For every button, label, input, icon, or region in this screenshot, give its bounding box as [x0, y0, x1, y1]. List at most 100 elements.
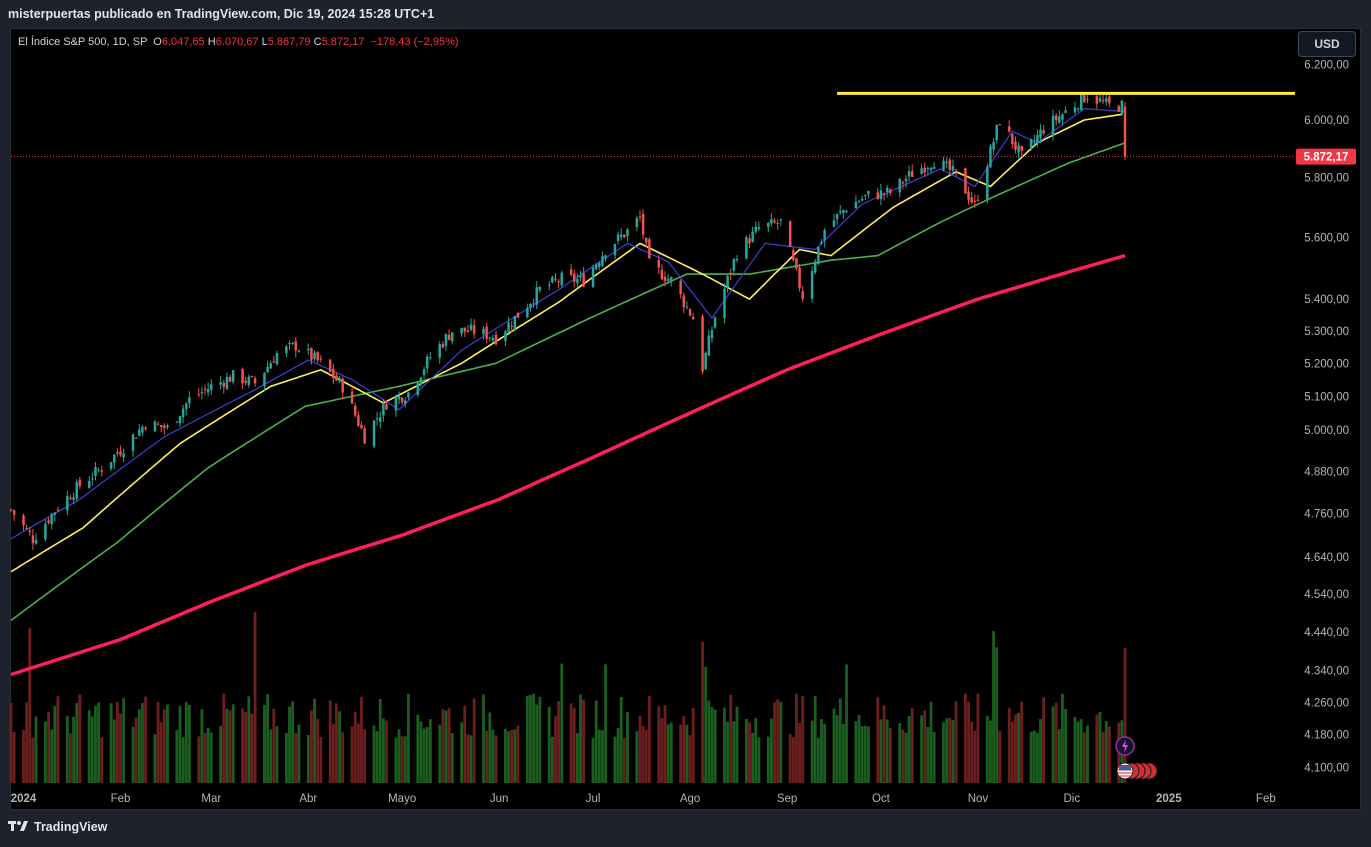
candle-body: [285, 346, 288, 354]
candle-body: [44, 523, 47, 540]
candle-body: [626, 229, 629, 237]
candle-body: [181, 408, 185, 417]
chart-pane[interactable]: [10, 28, 1361, 810]
volume-bar: [757, 737, 761, 783]
candle-body: [860, 199, 864, 201]
volume-bar: [422, 728, 426, 783]
volume-bar: [635, 731, 639, 783]
candle-body: [203, 388, 207, 390]
volume-bar: [604, 664, 607, 783]
volume-bar: [78, 694, 82, 783]
volume-bar: [613, 736, 617, 783]
footer-brand-name: TradingView: [34, 820, 108, 834]
legend-open-value: 6.047,65: [161, 36, 205, 48]
candle-body: [253, 378, 257, 384]
volume-bar: [228, 710, 232, 783]
candle-body: [372, 420, 376, 447]
candle-body: [513, 316, 517, 330]
volume-bar: [1054, 702, 1058, 783]
volume-bar: [385, 720, 388, 783]
candle-body: [945, 161, 948, 163]
volume-bar: [1082, 732, 1086, 783]
candle-body: [91, 478, 94, 480]
candle-body: [657, 259, 661, 268]
x-tick-label: Dic: [1064, 793, 1081, 805]
y-tick-label: 6.000,00: [1304, 115, 1349, 127]
candle-body: [507, 322, 510, 332]
candle-body: [197, 394, 201, 396]
candle-body: [1079, 93, 1083, 110]
legend-high-value: 6.070,67: [215, 36, 259, 48]
volume-bar: [209, 732, 213, 783]
volume-bar: [428, 719, 432, 783]
candle-body: [131, 434, 135, 452]
volume-bar: [485, 730, 489, 783]
volume-bar: [998, 731, 1002, 783]
candle-body: [560, 272, 564, 286]
volume-bar: [291, 701, 295, 783]
candle-body: [275, 353, 279, 365]
candle-body: [810, 270, 814, 299]
candle-body: [598, 263, 601, 267]
candle-body: [798, 267, 801, 289]
candle-body: [573, 273, 576, 282]
candle-body: [685, 306, 689, 308]
volume-bar: [1014, 714, 1017, 783]
y-tick-label: 4.880,00: [1304, 466, 1349, 478]
candle-body: [1108, 96, 1111, 104]
currency-button[interactable]: USD: [1298, 31, 1356, 57]
candle-body: [660, 269, 664, 280]
candle-body: [857, 201, 861, 203]
candle-body: [1033, 140, 1036, 142]
volume-bar: [967, 701, 970, 783]
candle-body: [488, 337, 492, 339]
candle-body: [576, 279, 579, 284]
candle-body: [332, 368, 335, 379]
volume-bar: [795, 693, 798, 783]
candle-body: [898, 178, 901, 193]
volume-bar: [444, 710, 448, 783]
volume-bar: [356, 723, 360, 783]
volume-bar: [381, 718, 385, 783]
volume-bar: [447, 708, 451, 783]
volume-bar: [219, 725, 223, 783]
volume-bar: [901, 729, 905, 783]
volume-bar: [1017, 712, 1021, 783]
candle-body: [394, 396, 398, 411]
volume-bar: [992, 631, 995, 783]
volume-bar: [1098, 711, 1102, 783]
candle-body: [970, 197, 973, 203]
y-tick-label: 5.400,00: [1304, 294, 1349, 306]
volume-bar: [1123, 648, 1127, 783]
volume-bar: [203, 732, 207, 783]
candle-body: [159, 424, 163, 428]
candle-body: [291, 342, 294, 344]
volume-bar: [788, 733, 792, 783]
volume-bar: [441, 709, 445, 783]
candle-body: [704, 352, 707, 370]
candle-body: [122, 453, 125, 458]
candle-body: [879, 190, 883, 200]
volume-bar: [823, 724, 827, 783]
candle-body: [754, 226, 758, 232]
candle-body: [582, 273, 585, 287]
candle-body: [188, 397, 191, 404]
volume-bar: [269, 729, 273, 783]
volume-bar: [773, 702, 776, 783]
volume-bar: [65, 716, 69, 783]
volume-bar: [341, 731, 345, 783]
volume-bar: [926, 727, 930, 783]
candle-body: [710, 330, 714, 339]
candle-body: [1086, 98, 1089, 100]
candle-body: [813, 261, 817, 273]
last-price-label: 5.872,17: [1304, 152, 1349, 164]
candle-body: [419, 377, 423, 385]
candle-body: [1042, 130, 1045, 134]
volume-bar: [660, 717, 664, 783]
volume-bar: [56, 696, 60, 783]
volume-bar: [923, 710, 927, 783]
volume-bar: [1035, 732, 1039, 783]
volume-bar: [572, 708, 576, 783]
volume-bar: [472, 698, 476, 783]
